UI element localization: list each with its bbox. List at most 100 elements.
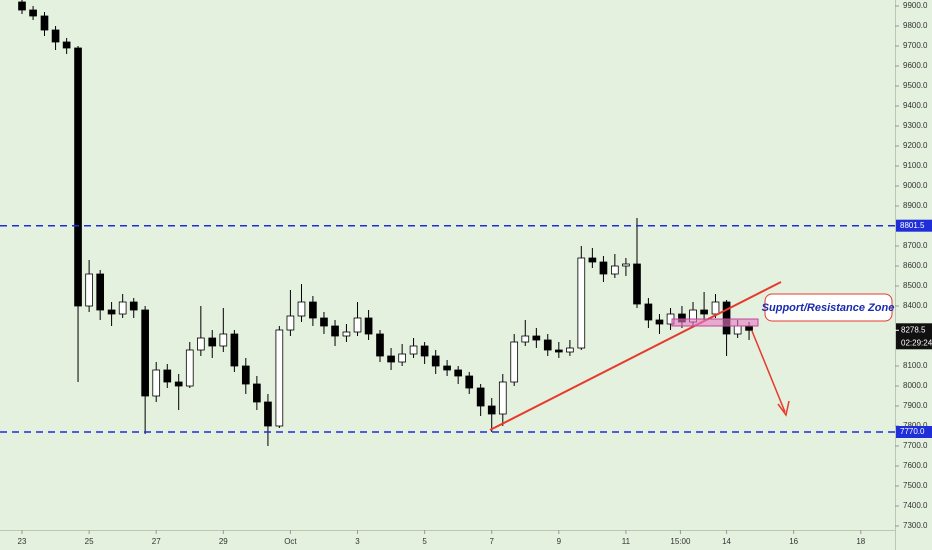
y-tick-label: 9900.0 bbox=[903, 1, 928, 10]
x-tick-label: 9 bbox=[557, 537, 562, 546]
y-tick-label: 8600.0 bbox=[903, 261, 928, 270]
candle-body bbox=[398, 353, 406, 363]
last-price: 8278.5 bbox=[901, 325, 926, 334]
arrow bbox=[751, 330, 786, 413]
level-label: 7770.0 bbox=[900, 427, 925, 436]
candle-body bbox=[118, 301, 127, 315]
candle-body bbox=[51, 29, 60, 43]
x-tick-label: 5 bbox=[422, 537, 427, 546]
y-tick-label: 9700.0 bbox=[903, 41, 928, 50]
annotation-box bbox=[764, 293, 893, 322]
candle-body bbox=[18, 1, 26, 11]
candle-body bbox=[230, 333, 239, 367]
trend-line bbox=[489, 281, 782, 431]
candle-body bbox=[174, 381, 183, 387]
candle-body bbox=[409, 345, 418, 355]
y-tick-label: 9800.0 bbox=[903, 21, 928, 30]
candle-body bbox=[107, 309, 116, 315]
y-tick-label: 7500.0 bbox=[903, 481, 928, 490]
x-tick-label: 16 bbox=[789, 537, 798, 546]
candle-body bbox=[141, 309, 149, 397]
y-tick-label: 8500.0 bbox=[903, 281, 928, 290]
y-tick-label: 9100.0 bbox=[903, 161, 928, 170]
candle-body bbox=[554, 349, 563, 353]
y-tick-label: 9300.0 bbox=[903, 121, 928, 130]
x-tick-label: 14 bbox=[722, 537, 731, 546]
candle-body bbox=[331, 325, 339, 337]
candle-body bbox=[286, 315, 295, 331]
candle-body bbox=[96, 273, 105, 311]
candle-body bbox=[40, 15, 49, 31]
y-tick-label: 7700.0 bbox=[903, 441, 928, 450]
candle-body bbox=[543, 339, 552, 351]
axes: 7300.07400.07500.07600.07700.07800.07900… bbox=[18, 1, 932, 546]
y-tick-label: 8400.0 bbox=[903, 301, 928, 310]
candle-body bbox=[309, 301, 317, 319]
candle-body bbox=[633, 263, 641, 305]
candle-body bbox=[197, 337, 205, 351]
x-tick-label: 25 bbox=[85, 537, 94, 546]
y-tick-label: 9600.0 bbox=[903, 61, 928, 70]
candle-body bbox=[622, 263, 630, 267]
y-tick-label: 7400.0 bbox=[903, 501, 928, 510]
arrow-head bbox=[777, 400, 790, 417]
level-label-box bbox=[896, 219, 932, 232]
y-tick-label: 7900.0 bbox=[903, 401, 928, 410]
y-tick-label: 8900.0 bbox=[903, 201, 928, 210]
level-label: 8801.5 bbox=[900, 221, 925, 230]
candle-body bbox=[611, 265, 619, 275]
candle-body bbox=[420, 345, 429, 357]
y-tick-label: 9000.0 bbox=[903, 181, 928, 190]
candle-body bbox=[74, 47, 82, 307]
candle-body bbox=[253, 383, 261, 403]
candle-body bbox=[599, 261, 608, 275]
candle-body bbox=[275, 329, 284, 427]
candle-body bbox=[476, 387, 485, 407]
price-box bbox=[896, 323, 932, 350]
candle-body bbox=[510, 341, 519, 383]
candle-body bbox=[700, 309, 708, 315]
candle-body bbox=[241, 365, 250, 385]
y-tick-label: 8100.0 bbox=[903, 361, 928, 370]
y-tick-label: 9500.0 bbox=[903, 81, 928, 90]
candle-body bbox=[465, 375, 474, 389]
candle-body bbox=[264, 401, 272, 427]
y-tick-label: 7300.0 bbox=[903, 521, 928, 530]
candle-body bbox=[297, 301, 306, 317]
candle-body bbox=[577, 257, 586, 349]
x-tick-label: 11 bbox=[622, 537, 631, 546]
candle-body bbox=[152, 369, 161, 397]
candle-body bbox=[353, 317, 362, 333]
candle-body bbox=[521, 335, 530, 343]
candle-body bbox=[219, 333, 228, 347]
candle-body bbox=[376, 333, 384, 357]
candle-body bbox=[711, 301, 720, 315]
candle-body bbox=[487, 405, 496, 415]
candle-body bbox=[644, 303, 653, 321]
candle-body bbox=[163, 369, 172, 383]
x-tick-label: 23 bbox=[18, 537, 27, 546]
candle-body bbox=[655, 319, 664, 325]
candles bbox=[0, 0, 895, 446]
x-tick-label: 3 bbox=[355, 537, 360, 546]
candle-body bbox=[431, 355, 440, 367]
candle-body bbox=[443, 365, 451, 371]
y-tick-label: 8700.0 bbox=[903, 241, 928, 250]
x-tick-label: Oct bbox=[284, 537, 297, 546]
annotation: Support/Resistance Zone bbox=[762, 302, 895, 314]
candle-body bbox=[364, 317, 373, 335]
y-tick-label: 8000.0 bbox=[903, 381, 928, 390]
x-tick-label: 15:00 bbox=[670, 537, 691, 546]
y-tick-label: 7800.0 bbox=[903, 421, 928, 430]
candle-body bbox=[722, 301, 731, 335]
candle-body bbox=[185, 349, 194, 387]
y-tick-label: 9200.0 bbox=[903, 141, 928, 150]
candle-body bbox=[454, 369, 463, 377]
candle-body bbox=[29, 9, 37, 17]
countdown: 02:29:24 bbox=[901, 338, 932, 347]
candle-body bbox=[129, 301, 138, 311]
candle-body bbox=[532, 335, 541, 341]
